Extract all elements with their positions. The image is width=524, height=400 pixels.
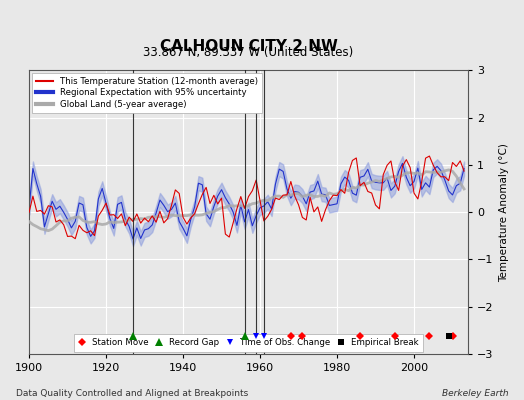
Text: Data Quality Controlled and Aligned at Breakpoints: Data Quality Controlled and Aligned at B… [16, 389, 248, 398]
Legend: Station Move, Record Gap, Time of Obs. Change, Empirical Break: Station Move, Record Gap, Time of Obs. C… [74, 334, 423, 352]
Title: CALHOUN CITY 2 NW: CALHOUN CITY 2 NW [159, 39, 337, 54]
Text: 33.867 N, 89.337 W (United States): 33.867 N, 89.337 W (United States) [144, 46, 354, 59]
Text: Berkeley Earth: Berkeley Earth [442, 389, 508, 398]
Y-axis label: Temperature Anomaly (°C): Temperature Anomaly (°C) [499, 143, 509, 282]
